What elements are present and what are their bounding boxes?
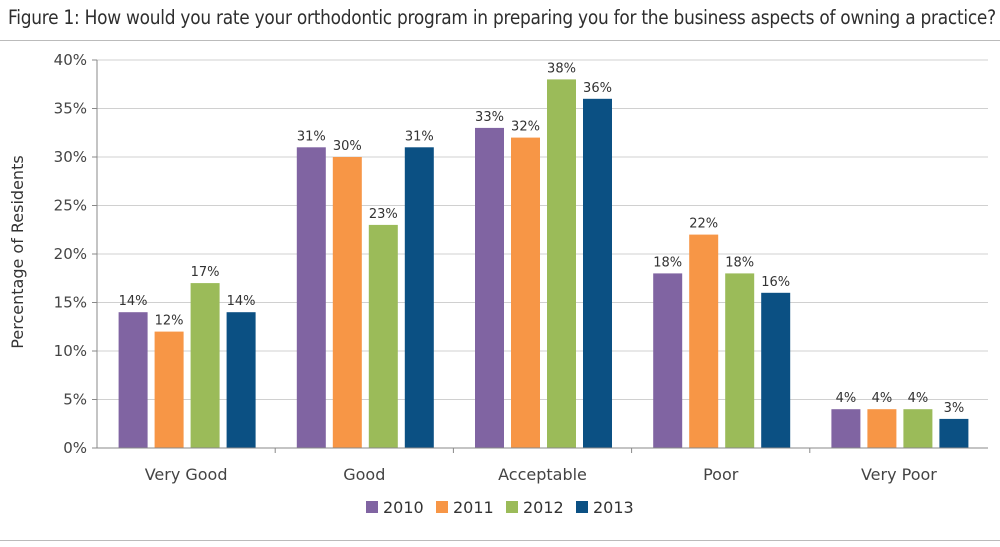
bar — [404, 147, 434, 449]
legend-swatch — [436, 501, 448, 513]
bar — [154, 331, 184, 448]
bar — [939, 418, 969, 448]
data-label: 33% — [475, 110, 504, 125]
y-tick-label: 5% — [63, 391, 87, 409]
bar — [118, 312, 148, 448]
legend-swatch — [366, 501, 378, 513]
legend-label: 2013 — [593, 498, 634, 517]
bar — [475, 127, 504, 449]
data-label: 17% — [191, 265, 220, 280]
y-tick-label: 10% — [54, 342, 87, 360]
bar — [689, 234, 719, 448]
x-category-label: Very Good — [145, 465, 228, 484]
x-axis: Very Good Good Acceptable Poor Very Poor — [97, 447, 988, 484]
bar — [332, 157, 362, 448]
x-category-label: Acceptable — [498, 465, 587, 484]
y-tick-label: 25% — [54, 197, 87, 215]
data-label: 16% — [761, 275, 790, 290]
chart-title: Figure 1: How would you rate your orthod… — [8, 6, 996, 29]
y-tick-label: 30% — [54, 148, 87, 166]
bar — [903, 409, 933, 448]
bar — [511, 137, 540, 448]
x-category-label: Very Poor — [861, 465, 937, 484]
y-tick-label: 0% — [63, 439, 87, 457]
legend-label: 2011 — [453, 498, 494, 517]
data-label: 4% — [872, 391, 893, 406]
data-label: 14% — [119, 294, 148, 309]
data-label: 23% — [369, 207, 398, 222]
bars: 14% 12% 17% 14% 31% 30% 23% 31% 33% 32% 38% 36% 18% 2… — [118, 61, 969, 449]
bar — [831, 409, 861, 448]
y-tick-label: 15% — [54, 294, 87, 312]
data-label: 32% — [511, 120, 540, 135]
legend-swatch — [576, 501, 588, 513]
bar — [653, 273, 683, 448]
data-label: 4% — [836, 391, 857, 406]
legend-swatch — [506, 501, 518, 513]
bar — [190, 283, 220, 448]
bar — [368, 224, 398, 448]
bar — [725, 273, 755, 448]
y-tick-label: 40% — [54, 51, 87, 69]
legend: 2010 2011 2012 2013 — [366, 498, 634, 517]
data-label: 38% — [547, 61, 576, 76]
bar — [547, 79, 576, 449]
legend-label: 2012 — [523, 498, 564, 517]
legend-label: 2010 — [383, 498, 424, 517]
bar — [761, 292, 791, 448]
bar — [296, 147, 326, 449]
x-category-label: Poor — [703, 465, 739, 484]
y-tick-label: 20% — [54, 245, 87, 263]
data-label: 22% — [689, 217, 718, 232]
data-label: 30% — [333, 139, 362, 154]
y-tick-label: 35% — [54, 100, 87, 118]
data-label: 18% — [653, 255, 682, 270]
title-divider — [0, 40, 1000, 41]
data-label: 14% — [227, 294, 256, 309]
data-label: 18% — [725, 255, 754, 270]
bar — [867, 409, 897, 448]
y-axis: 0% 5% 10% 15% 20% 25% 30% 35% 40% — [54, 51, 98, 457]
bar — [226, 312, 256, 448]
data-label: 31% — [297, 129, 326, 144]
data-label: 4% — [908, 391, 929, 406]
bar — [583, 98, 612, 449]
data-label: 12% — [155, 314, 184, 329]
data-label: 31% — [405, 129, 434, 144]
data-label: 3% — [944, 401, 965, 416]
y-axis-title: Percentage of Residents — [8, 155, 27, 348]
bottom-divider — [0, 540, 1000, 541]
x-category-label: Good — [343, 465, 385, 484]
data-label: 36% — [583, 81, 612, 96]
